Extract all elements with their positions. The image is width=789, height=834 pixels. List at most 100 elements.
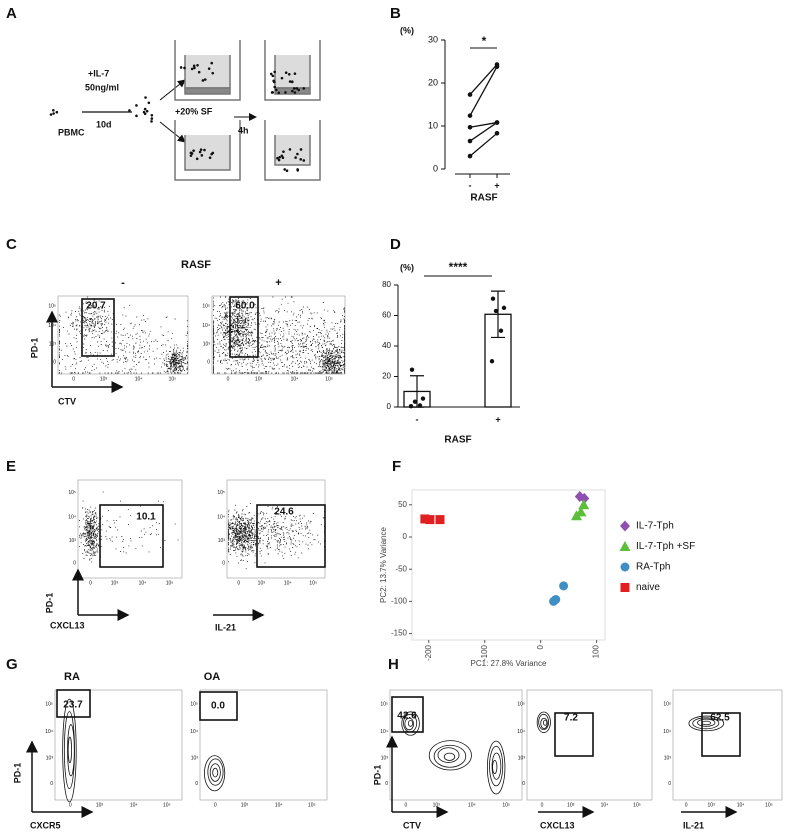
y-tick-label: 30	[428, 34, 438, 44]
cell-dot	[294, 156, 297, 159]
contour	[433, 744, 467, 768]
cell-dot	[144, 96, 147, 99]
flow-tick-label: 0	[207, 360, 210, 366]
gate-value: 23.7	[63, 700, 83, 711]
flow-tick-label: 10⁴	[202, 323, 210, 329]
cell-dot	[192, 149, 195, 152]
flow-tick-label: 10⁴	[284, 580, 292, 586]
cell-dot	[200, 154, 204, 157]
gate-value: 24.6	[274, 507, 294, 518]
gate	[256, 504, 326, 568]
cell-dot	[269, 72, 273, 76]
cell-dot	[190, 67, 194, 71]
flow-tick-label: 10³	[241, 802, 249, 808]
x-axis-label: PC1: 27.8% Variance	[471, 659, 547, 668]
contour	[407, 720, 414, 727]
gate	[199, 691, 238, 721]
panel-label: E	[6, 458, 16, 475]
cell-dot	[271, 91, 275, 94]
gate	[81, 298, 115, 357]
point	[412, 399, 418, 404]
cell-dot	[189, 151, 193, 155]
flow-tick-label: 10⁵	[166, 580, 174, 586]
plot-area	[411, 489, 606, 641]
panel-label: F	[392, 458, 401, 475]
cell-dot	[274, 88, 278, 92]
contour	[212, 767, 219, 778]
cell-dot	[273, 85, 277, 89]
x-tick-label: -200	[424, 644, 433, 661]
panel-label: G	[6, 656, 18, 673]
flow-tick-label: 10⁵	[380, 702, 388, 708]
donor-line	[469, 132, 498, 157]
point	[408, 404, 414, 409]
point	[620, 562, 630, 572]
flow-tick-label: 10⁵	[765, 802, 773, 808]
flow-tick-label: 10³	[191, 756, 199, 762]
flow-tick-label: 10⁵	[169, 376, 177, 382]
plot-title: +	[275, 277, 281, 289]
donor-point	[467, 153, 473, 159]
gate-value: 42.6	[397, 711, 417, 722]
flow-tick-label: 10⁵	[308, 802, 316, 808]
panel-label: H	[388, 656, 399, 673]
cell-dot	[210, 61, 214, 65]
cell-dot	[143, 107, 147, 111]
flow-tick-label: 10⁴	[663, 729, 671, 735]
gate	[554, 712, 594, 757]
cell-dot	[282, 150, 285, 153]
x-axis-label: IL-21	[215, 622, 236, 632]
flow-tick-label: 0	[385, 781, 388, 787]
contour	[538, 713, 550, 731]
point	[620, 583, 630, 592]
x-axis-label: RASF	[444, 435, 471, 446]
flow-tick-label: 10⁵	[190, 702, 198, 708]
flow-tick-label: 10³	[111, 580, 119, 586]
flow-tick-label: 10³	[96, 802, 104, 808]
cell-dot	[147, 101, 151, 105]
cell-dots	[49, 61, 306, 173]
donor-point	[467, 113, 473, 118]
flow-tick-label: 0	[668, 781, 671, 787]
panel-header: RASF	[181, 259, 211, 271]
flow-tick-label: 10⁴	[601, 802, 609, 808]
y-axis-label: (%)	[400, 262, 414, 272]
x-axis-label: IL-21	[683, 820, 704, 830]
x-tick-label: 0	[536, 644, 545, 649]
y-tick-label: -100	[391, 596, 408, 605]
cell-dot	[293, 72, 297, 75]
flow-plot	[672, 689, 783, 801]
y-axis-label: PD-1	[372, 765, 382, 786]
flow-tick-label: 10³	[664, 756, 672, 762]
cell-dot	[183, 66, 186, 70]
cell-dot	[299, 148, 303, 151]
flow-tick-label: 10⁵	[163, 802, 171, 808]
cell-dot	[273, 80, 276, 84]
plot-title: RA	[64, 671, 80, 683]
y-tick-label: -150	[391, 629, 408, 638]
point	[493, 308, 499, 314]
cell-dot	[290, 80, 294, 84]
cell-dot	[280, 76, 284, 80]
flow-tick-label: 0	[227, 376, 230, 382]
flow-tick-label: 10⁵	[325, 376, 333, 382]
flow-tick-label: 10⁴	[291, 376, 299, 382]
cell-dot	[278, 155, 281, 159]
cell-dot	[293, 91, 297, 94]
cell-dot	[281, 156, 285, 160]
flow-tick-label: 10⁴	[468, 802, 476, 808]
cell-dot	[199, 148, 203, 151]
gate-value: 60.0	[235, 301, 255, 312]
flow-tick-label: 10⁴	[190, 729, 198, 735]
flow-tick-label: 0	[237, 580, 240, 586]
y-tick-label: 0	[433, 163, 438, 173]
event-dots	[59, 296, 188, 374]
flow-tick-label: 10³	[100, 376, 108, 382]
x-tick-label: -	[416, 414, 419, 424]
cell-dot	[198, 150, 202, 154]
contour	[491, 752, 502, 780]
cell-dot	[271, 74, 275, 78]
flow-tick-label: 10³	[69, 538, 77, 544]
cell-dot	[150, 117, 154, 120]
